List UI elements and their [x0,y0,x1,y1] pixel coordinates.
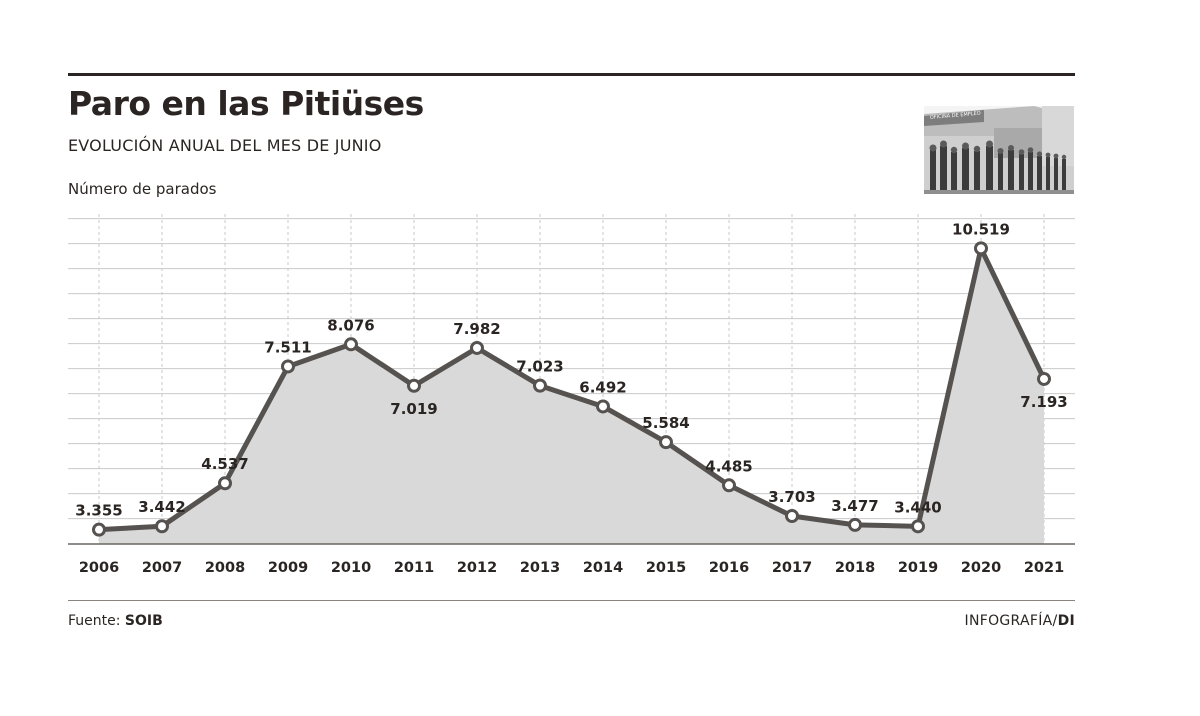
x-tick-label: 2020 [961,560,1001,576]
x-tick-label: 2012 [457,560,497,576]
data-point [344,337,358,352]
x-tick-label: 2017 [772,560,812,576]
x-tick-label: 2010 [331,560,371,576]
data-point [407,378,421,393]
bottom-rule [68,600,1075,601]
data-label: 7.193 [1020,393,1067,411]
data-label: 4.485 [705,457,752,475]
credit-name: DI [1057,613,1075,629]
data-label: 3.440 [894,498,941,516]
photo-sign-text: OFICINA DE EMPLEO [930,111,981,121]
data-point [92,522,106,537]
data-label: 6.492 [579,378,626,396]
data-label: 3.703 [768,488,815,506]
x-tick-label: 2013 [520,560,560,576]
data-labels: 3.355 3.442 4.537 7.511 8.076 7.019 7.982 7.023… [75,220,1067,519]
x-tick-label: 2014 [583,560,623,576]
chart-subtitle: EVOLUCIÓN ANUAL DEL MES DE JUNIO [68,136,382,155]
credit-note: INFOGRAFÍA/DI [965,613,1075,629]
credit-label: INFOGRAFÍA/ [964,613,1058,629]
x-tick-label: 2019 [898,560,938,576]
queue-photo-icon: OFICINA DE EMPLEO [924,106,1074,194]
data-point [848,517,862,532]
x-tick-label: 2007 [142,560,182,576]
data-label: 7.019 [390,400,437,418]
top-rule [68,73,1075,76]
x-tick-label: 2021 [1024,560,1064,576]
data-label: 3.442 [138,498,185,516]
data-label: 3.477 [831,497,878,515]
data-label: 5.584 [642,414,689,432]
data-points [92,241,1051,537]
data-label: 7.511 [264,338,311,356]
source-note: Fuente: SOIB [68,613,163,629]
data-point [281,359,295,374]
data-label: 3.355 [75,502,122,520]
chart-title: Paro en las Pitiüses [68,84,424,123]
x-tick-label: 2006 [79,560,119,576]
data-point [911,519,925,534]
data-point [659,435,673,450]
x-tick-label: 2011 [394,560,434,576]
data-label: 7.982 [453,320,500,338]
source-label: Fuente: [68,613,121,629]
x-tick-label: 2008 [205,560,245,576]
x-tick-label: 2015 [646,560,686,576]
data-point [218,476,232,491]
source-name: SOIB [124,613,163,629]
data-point [974,241,988,256]
x-tick-label: 2009 [268,560,308,576]
x-tick-label: 2018 [835,560,875,576]
series-line [98,245,1047,533]
data-label: 8.076 [327,316,374,334]
data-label: 10.519 [952,220,1010,238]
x-tick-label: 2016 [709,560,749,576]
x-tick-labels: 2006 2007 2008 2009 2010 2011 2012 2013 2014 2015… [79,560,1064,576]
y-axis-label: Número de parados [68,180,217,198]
data-point [785,509,799,524]
data-point [470,340,484,355]
data-point [533,378,547,393]
data-point [596,399,610,414]
data-point [155,519,169,534]
data-label: 7.023 [516,358,563,376]
data-point [1037,371,1051,386]
data-label: 4.537 [201,455,248,473]
data-point [722,478,736,493]
